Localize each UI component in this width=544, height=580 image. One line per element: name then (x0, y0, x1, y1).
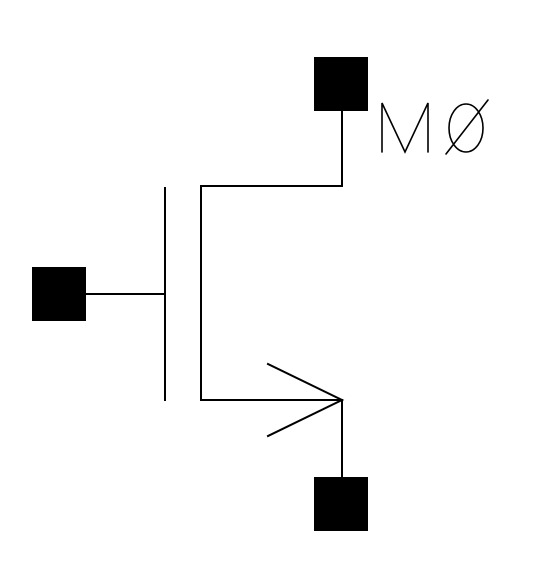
source-terminal-pin[interactable] (314, 477, 368, 531)
drain-terminal-pin[interactable] (314, 57, 368, 111)
source-arrow (266, 362, 345, 438)
drain-wire (200, 110, 343, 187)
instance-label (381, 99, 489, 155)
label-glyph-m (381, 102, 429, 154)
source-wire (200, 399, 343, 478)
gate-terminal-pin[interactable] (32, 267, 86, 321)
label-glyph-zero-slash (445, 99, 489, 155)
